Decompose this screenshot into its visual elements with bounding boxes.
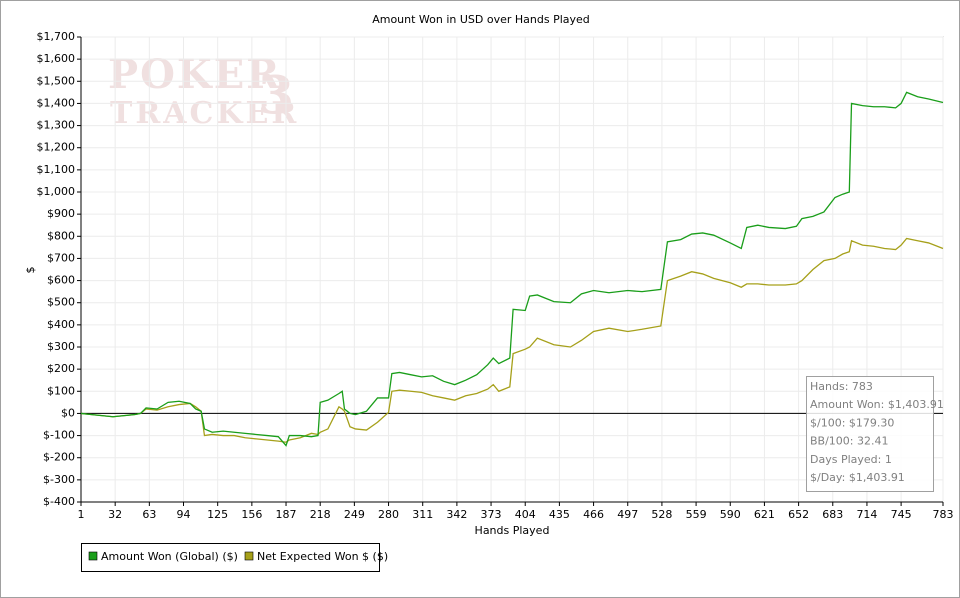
legend-swatch: [244, 551, 254, 561]
legend-label: Amount Won (Global) ($): [101, 550, 238, 563]
y-tick-label: $600: [47, 274, 75, 287]
x-tick-label: 559: [686, 508, 707, 521]
x-tick-label: 783: [933, 508, 954, 521]
x-tick-label: 497: [617, 508, 638, 521]
y-tick-label: $-200: [43, 451, 75, 464]
stats-line: Amount Won: $1,403.91: [810, 398, 944, 411]
y-tick-label: $-100: [43, 429, 75, 442]
x-tick-label: 249: [344, 508, 365, 521]
stats-line: Days Played: 1: [810, 453, 892, 466]
x-tick-label: 435: [549, 508, 570, 521]
x-tick-label: 32: [108, 508, 122, 521]
x-tick-label: 683: [822, 508, 843, 521]
x-tick-label: 373: [481, 508, 502, 521]
x-tick-label: 125: [207, 508, 228, 521]
x-tick-label: 156: [241, 508, 262, 521]
x-tick-label: 280: [378, 508, 399, 521]
y-tick-label: $1,700: [37, 30, 76, 43]
legend: Amount Won (Global) ($) Net Expected Won …: [81, 543, 388, 572]
y-tick-label: $200: [47, 362, 75, 375]
stats-line: $/100: $179.30: [810, 416, 894, 429]
y-tick-label: $100: [47, 384, 75, 397]
y-tick-label: $1,600: [37, 52, 76, 65]
y-tick-label: $1,300: [37, 119, 76, 132]
series-line: [80, 91, 944, 447]
y-axis-label: $: [24, 267, 37, 274]
y-tick-label: $-400: [43, 495, 75, 508]
legend-box: [81, 543, 380, 572]
x-tick-label: 342: [446, 508, 467, 521]
x-tick-label: 218: [310, 508, 331, 521]
y-tick-label: $800: [47, 229, 75, 242]
x-tick-label: 404: [515, 508, 536, 521]
legend-swatch: [88, 551, 98, 561]
y-tick-label: $1,200: [37, 141, 76, 154]
y-tick-label: $700: [47, 251, 75, 264]
watermark: POKER: [108, 51, 281, 98]
stats-line: Hands: 783: [810, 380, 873, 393]
y-tick-label: $1,500: [37, 74, 76, 87]
x-axis-label: Hands Played: [475, 524, 550, 537]
x-tick-label: 621: [754, 508, 775, 521]
y-tick-label: $1,000: [37, 185, 76, 198]
x-tick-label: 63: [142, 508, 156, 521]
y-tick-label: $500: [47, 296, 75, 309]
series-line: [80, 237, 944, 443]
x-tick-label: 590: [720, 508, 741, 521]
x-tick-label: 714: [856, 508, 877, 521]
y-tick-label: $900: [47, 207, 75, 220]
legend-label: Net Expected Won $ ($): [257, 550, 388, 563]
x-tick-label: 466: [583, 508, 604, 521]
y-tick-label: $1,400: [37, 96, 76, 109]
chart-title: Amount Won in USD over Hands Played: [372, 13, 590, 26]
x-tick-label: 652: [788, 508, 809, 521]
y-tick-label: $1,100: [37, 163, 76, 176]
x-tick-label: 745: [891, 508, 912, 521]
y-tick-label: $0: [61, 406, 75, 419]
x-tick-label: 311: [412, 508, 433, 521]
x-tick-label: 187: [276, 508, 297, 521]
watermark: 3: [258, 66, 294, 127]
x-tick-label: 528: [651, 508, 672, 521]
y-tick-label: $-300: [43, 473, 75, 486]
stats-line: BB/100: 32.41: [810, 435, 889, 448]
stats-line: $/Day: $1,403.91: [810, 471, 905, 484]
stats-box: [806, 376, 934, 492]
x-tick-label: 94: [177, 508, 191, 521]
y-tick-label: $400: [47, 318, 75, 331]
x-tick-label: 1: [78, 508, 85, 521]
y-tick-label: $300: [47, 340, 75, 353]
